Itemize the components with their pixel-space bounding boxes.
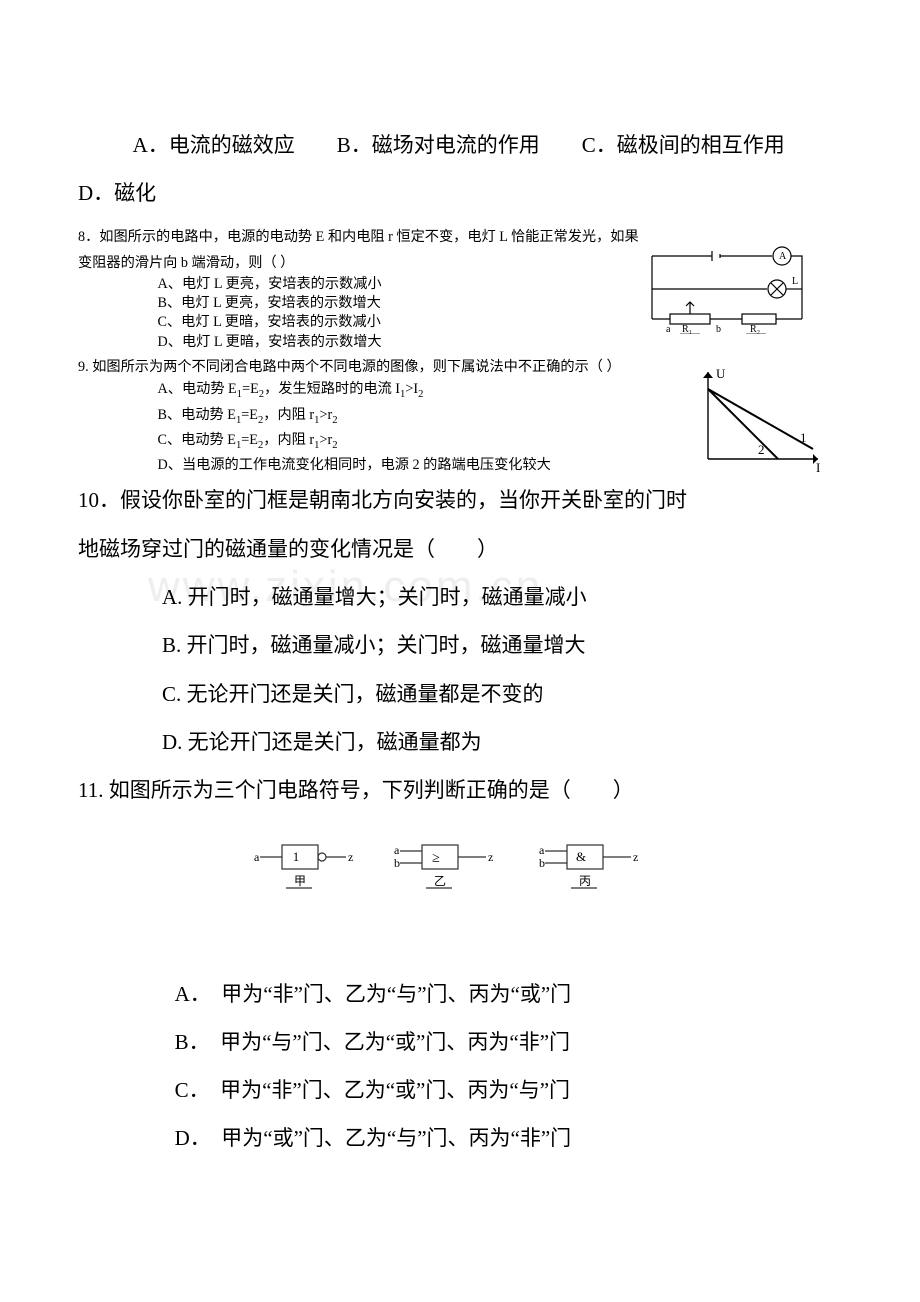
q11-optD: D． 甲为“或”门、乙为“与”门、丙为“非”门: [175, 1114, 842, 1162]
q7-options: A．电流的磁效应 B．磁场对电流的作用 C．磁极间的相互作用 D．磁化: [78, 121, 842, 218]
g2-sym: ≥: [432, 851, 440, 866]
r2-label: R₂: [750, 324, 760, 334]
line1-label: 1: [800, 430, 807, 445]
g3-out: z: [633, 850, 638, 864]
line2-label: 2: [758, 442, 765, 457]
txt: >r: [319, 432, 332, 448]
ammeter-label: A: [779, 251, 787, 262]
x-axis-label: I: [816, 460, 820, 474]
q11-optB: B． 甲为“与”门、乙为“或”门、丙为“非”门: [175, 1018, 842, 1066]
txt: A、电动势 E: [158, 381, 237, 397]
txt: =E: [241, 432, 258, 448]
q10-optC: C. 无论开门还是关门，磁通量都是不变的: [162, 670, 842, 718]
q10-optB: B. 开门时，磁通量减小；关门时，磁通量增大: [162, 621, 842, 669]
q8-optD: D、电灯 L 更暗，安培表的示数增大: [158, 333, 842, 352]
q11-block: 11. 如图所示为三个门电路符号，下列判断正确的是（ ） a 1 z 甲: [78, 766, 842, 1162]
q11-options: A． 甲为“非”门、乙为“与”门、丙为“或”门 B． 甲为“与”门、乙为“或”门…: [78, 970, 842, 1163]
q10-block: 10．假设你卧室的门框是朝南北方向安装的，当你开关卧室的门时 地磁场穿过门的磁通…: [78, 476, 842, 766]
g1-in-a: a: [254, 850, 260, 864]
q8-circuit-diagram: A L a b R₁ R₂: [642, 244, 812, 334]
node-b-label: b: [716, 324, 721, 334]
txt: ，内阻 r: [263, 432, 314, 448]
g2-label: 乙: [434, 874, 446, 888]
q9-block: 9. 如图所示为两个不同闭合电路中两个不同电源的图像，则下属说法中不正确的示（ …: [78, 356, 842, 477]
txt: =E: [241, 407, 258, 423]
q10-stem-l1: 10．假设你卧室的门框是朝南北方向安装的，当你开关卧室的门时: [78, 476, 842, 524]
node-a-label: a: [666, 324, 671, 334]
r1-label: R₁: [682, 324, 692, 334]
q11-stem: 11. 如图所示为三个门电路符号，下列判断正确的是（ ）: [78, 766, 842, 814]
q11-optA: A． 甲为“非”门、乙为“与”门、丙为“或”门: [175, 970, 842, 1018]
txt: ，发生短路时的电流 I: [264, 381, 400, 397]
y-axis-label: U: [716, 366, 726, 381]
g2-in-b: b: [394, 856, 400, 870]
g1-sym: 1: [293, 849, 300, 864]
txt: B、电动势 E: [158, 407, 236, 423]
g1-label: 甲: [294, 874, 306, 888]
q10-options: A. 开门时，磁通量增大；关门时，磁通量减小 B. 开门时，磁通量减小；关门时，…: [78, 573, 842, 766]
txt: ，内阻 r: [263, 407, 314, 423]
q8-block: 8．如图所示的电路中，电源的电动势 E 和内电阻 r 恒定不变，电灯 L 恰能正…: [78, 226, 842, 352]
g3-label: 丙: [579, 874, 591, 888]
q11-optC: C． 甲为“非”门、乙为“或”门、丙为“与”门: [175, 1066, 842, 1114]
g1-out: z: [348, 850, 353, 864]
q10-optA: A. 开门时，磁通量增大；关门时，磁通量减小: [162, 573, 842, 621]
q9-ui-graph: U I 1 2: [688, 364, 828, 474]
txt: C、电动势 E: [158, 432, 236, 448]
g3-in-a: a: [539, 843, 545, 857]
txt: >r: [319, 407, 332, 423]
q10-stem-l2: 地磁场穿过门的磁通量的变化情况是（ ）: [78, 525, 842, 573]
g2-in-a: a: [394, 843, 400, 857]
g3-in-b: b: [539, 856, 545, 870]
txt: =E: [242, 381, 259, 397]
g3-sym: &: [576, 849, 586, 864]
g2-out: z: [488, 850, 493, 864]
lamp-label: L: [792, 276, 798, 287]
q11-gate-figure: a 1 z 甲 a b ≥ z 乙: [78, 835, 842, 910]
q10-optD: D. 无论开门还是关门，磁通量都为: [162, 718, 842, 766]
txt: >I: [405, 381, 418, 397]
